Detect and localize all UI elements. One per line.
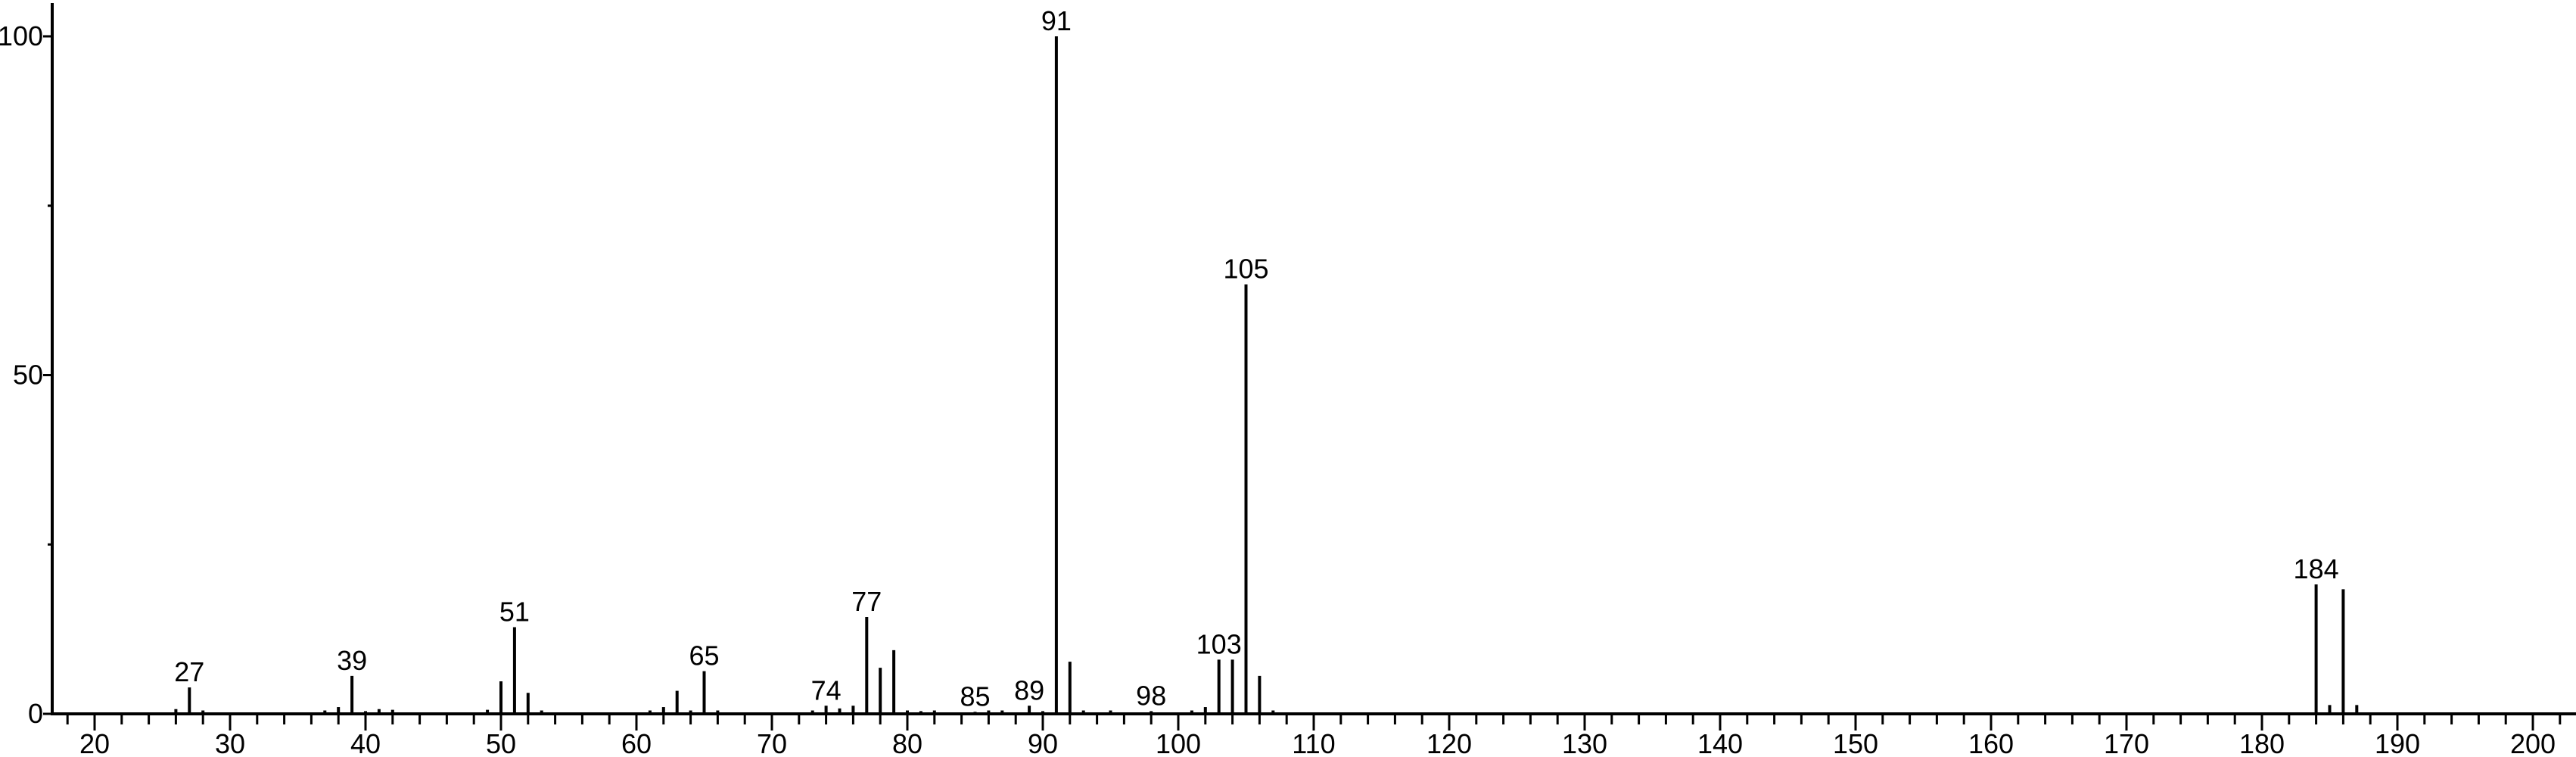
peak-label: 91 bbox=[1041, 5, 1072, 36]
x-tick-label: 30 bbox=[215, 728, 245, 757]
peak-label: 27 bbox=[174, 656, 204, 687]
x-tick-label: 160 bbox=[1968, 728, 2014, 757]
peak-label: 98 bbox=[1136, 680, 1166, 711]
peak-label: 105 bbox=[1223, 254, 1268, 285]
x-tick-label: 70 bbox=[757, 728, 787, 757]
peak-label: 74 bbox=[811, 674, 842, 706]
x-tick-label: 150 bbox=[1833, 728, 1878, 757]
x-tick-label: 130 bbox=[1562, 728, 1607, 757]
peak-label: 85 bbox=[960, 681, 990, 712]
x-tick-label: 60 bbox=[621, 728, 652, 757]
peak-label: 77 bbox=[851, 586, 882, 617]
x-tick-label: 140 bbox=[1697, 728, 1743, 757]
x-tick-label: 190 bbox=[2375, 728, 2420, 757]
x-tick-label: 110 bbox=[1292, 728, 1335, 757]
y-tick-label: 50 bbox=[13, 360, 43, 391]
x-tick-label: 180 bbox=[2239, 728, 2285, 757]
x-tick-label: 170 bbox=[2104, 728, 2149, 757]
x-tick-label: 50 bbox=[486, 728, 516, 757]
peaks bbox=[174, 36, 2359, 714]
x-tick-label: 20 bbox=[79, 728, 110, 757]
x-tick-label: 80 bbox=[892, 728, 922, 757]
y-tick-label: 100 bbox=[0, 20, 43, 51]
peak-labels: 27 39 51 65 74 77 85 89 91 98 103 105 184 bbox=[174, 5, 2338, 712]
peak-label: 89 bbox=[1014, 674, 1044, 706]
x-tick-label: 100 bbox=[1156, 728, 1201, 757]
peak-label: 103 bbox=[1196, 628, 1242, 659]
x-tick-label: 40 bbox=[350, 728, 381, 757]
peak-label: 184 bbox=[2294, 553, 2339, 584]
x-tick-label: 90 bbox=[1028, 728, 1058, 757]
x-tick-label: 120 bbox=[1426, 728, 1472, 757]
axes: 0 50 100 20 30 40 50 60 70 80 90 100 110 120 130 140 150… bbox=[0, 3, 2576, 757]
y-tick-label: 0 bbox=[28, 698, 43, 729]
peak-label: 51 bbox=[499, 596, 530, 627]
x-tick-label: 200 bbox=[2510, 728, 2556, 757]
peak-label: 65 bbox=[689, 640, 719, 671]
peak-label: 39 bbox=[337, 645, 367, 676]
